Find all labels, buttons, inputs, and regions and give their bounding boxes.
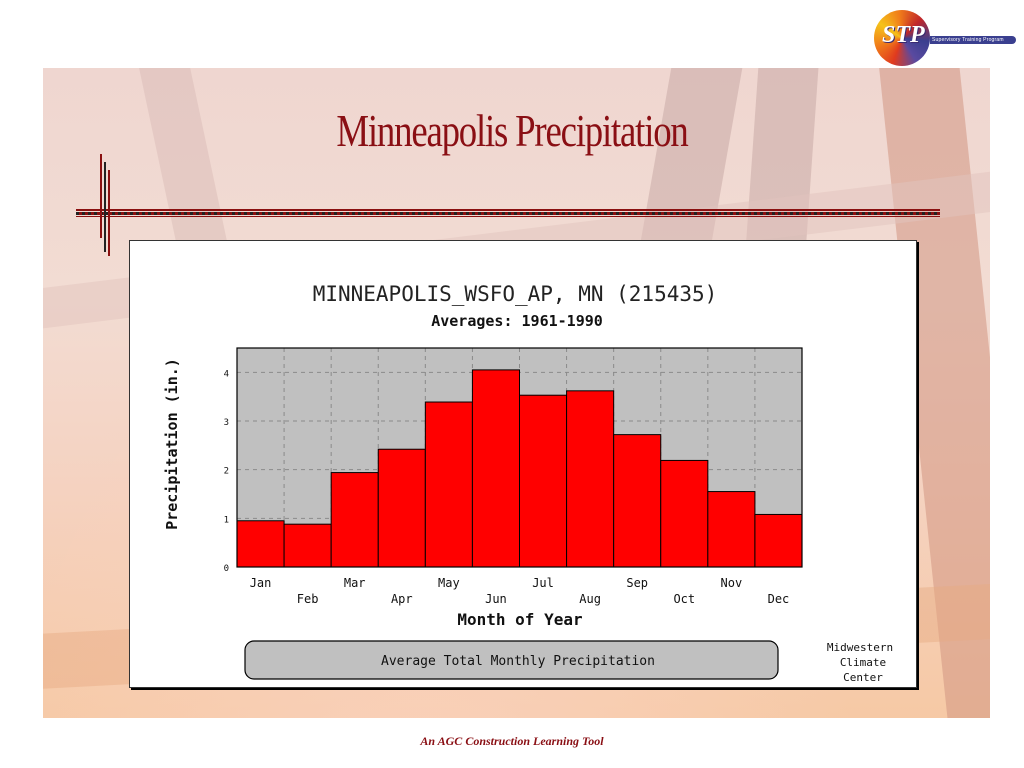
bar-jan (236, 520, 285, 568)
bar-jul (519, 394, 568, 568)
bar-sep (613, 434, 662, 568)
bar-nov (707, 491, 756, 568)
x-tick-label: May (438, 576, 460, 590)
precipitation-chart: MINNEAPOLIS_WSFO_AP, MN (215435) Average… (163, 282, 893, 684)
bar-feb (283, 523, 332, 568)
x-tick-label: Mar (344, 576, 366, 590)
source-line-2: Climate (840, 656, 886, 669)
x-tick-label: Feb (297, 592, 319, 606)
y-tick-label: 1 (224, 515, 229, 525)
x-tick-label: Jul (532, 576, 554, 590)
bar-jun (471, 369, 520, 568)
x-tick-label: Jun (485, 592, 507, 606)
x-tick-label: Oct (673, 592, 695, 606)
x-tick-label: Jan (250, 576, 272, 590)
plot-border (236, 347, 803, 568)
x-tick-label: Apr (391, 592, 413, 606)
legend-box (244, 640, 779, 680)
source-line-1: Midwestern (827, 641, 893, 654)
bar-dec (754, 513, 803, 568)
bar-mar (330, 472, 379, 568)
bar-aug (566, 390, 615, 568)
logo-letters: STP (882, 22, 925, 48)
y-tick-label: 4 (224, 369, 229, 379)
x-axis-label: Month of Year (457, 610, 582, 629)
slide-title: Minneapolis Precipitation (336, 105, 688, 156)
x-tick-label: Sep (626, 576, 648, 590)
footer-text: An AGC Construction Learning Tool (420, 734, 604, 748)
bar-apr (377, 448, 426, 568)
source-line-3: Center (843, 671, 883, 684)
x-tick-label: Nov (721, 576, 743, 590)
chart-title: MINNEAPOLIS_WSFO_AP, MN (215435) (313, 282, 718, 306)
y-tick-label: 0 (224, 564, 229, 574)
y-axis-label: Precipitation (in.) (163, 358, 181, 530)
plot-area: 0 1 2 3 4 Jan Feb Mar Apr May Jun Jul Aug Sep Oct Nov De… (224, 347, 803, 606)
chart-subtitle: Averages: 1961-1990 (431, 312, 603, 330)
y-tick-label: 2 (224, 467, 229, 477)
y-tick-label: 3 (224, 418, 229, 428)
chart-panel: MINNEAPOLIS_WSFO_AP, MN (215435) Average… (129, 240, 917, 688)
logo-text: Supervisory Training Program (932, 37, 1004, 43)
legend-label: Average Total Monthly Precipitation (381, 654, 655, 669)
logo-banner (930, 36, 1016, 44)
x-tick-label: Dec (768, 592, 790, 606)
x-tick-label: Aug (579, 592, 601, 606)
bar-may (424, 401, 473, 568)
bar-oct (660, 459, 709, 568)
stp-logo: STP Supervisory Training Program (872, 8, 1022, 66)
logo-emblem (874, 10, 930, 66)
